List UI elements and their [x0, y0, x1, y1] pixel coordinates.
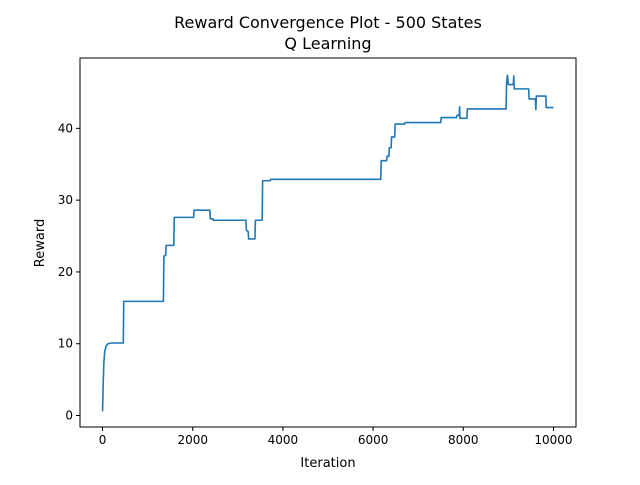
x-axis-ticks: 0 2000 4000 6000 8000 10000 — [99, 427, 573, 447]
x-tick-label: 6000 — [358, 433, 389, 447]
y-tick-label: 20 — [58, 265, 73, 279]
y-axis-label: Reward — [33, 219, 48, 267]
y-tick-label: 40 — [58, 121, 73, 135]
y-tick-label: 0 — [65, 409, 73, 423]
x-tick-label: 10000 — [534, 433, 572, 447]
series-line-0 — [101, 74, 554, 412]
y-tick-label: 10 — [58, 337, 73, 351]
plot-area — [101, 74, 554, 412]
x-tick-label: 8000 — [448, 433, 479, 447]
y-tick-label: 30 — [58, 193, 73, 207]
chart-title-line2: Q Learning — [284, 34, 371, 53]
x-tick-label: 0 — [99, 433, 107, 447]
x-tick-label: 2000 — [177, 433, 208, 447]
y-axis-ticks: 0 10 20 30 40 — [58, 121, 80, 423]
x-tick-label: 4000 — [268, 433, 299, 447]
x-axis-label: Iteration — [300, 456, 355, 471]
chart-title-line1: Reward Convergence Plot - 500 States — [174, 13, 482, 32]
axes-frame — [79, 57, 577, 428]
